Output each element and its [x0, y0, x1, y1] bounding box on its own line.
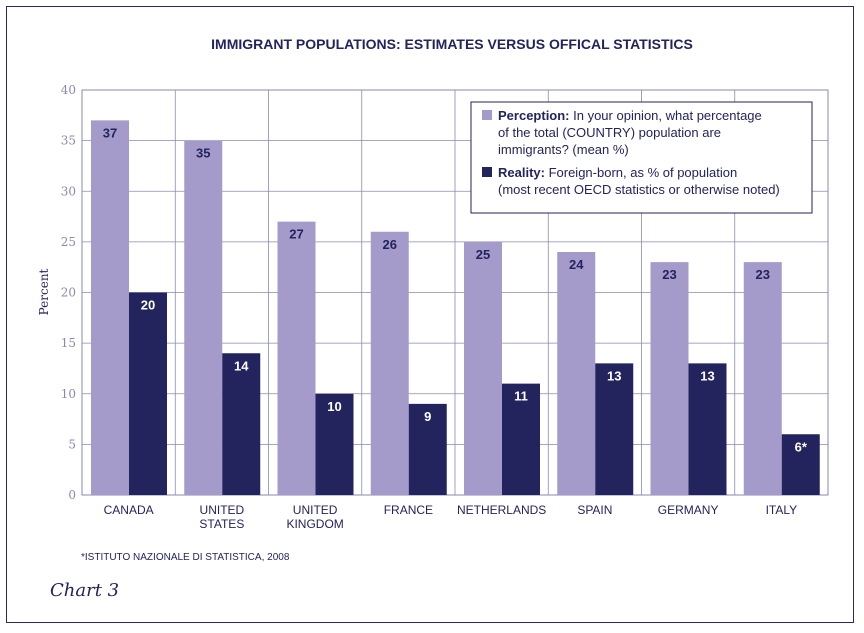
legend-text-line: immigrants? (mean %) [498, 142, 629, 157]
chart-title: IMMIGRANT POPULATIONS: ESTIMATES VERSUS … [211, 36, 693, 52]
x-tick-label: FRANCE [384, 503, 433, 517]
bar-reality-2 [315, 393, 354, 495]
x-tick-label: NETHERLANDS [457, 503, 546, 517]
plot-area: 05101520253035403720CANADA3514UNITEDSTAT… [61, 83, 829, 531]
bar-value-label: 13 [700, 368, 714, 383]
y-axis-label: Percent [37, 268, 51, 315]
legend-swatch-perception [482, 110, 492, 120]
bar-value-label: 24 [569, 257, 584, 272]
legend-description: In your opinion, what percentage [570, 108, 762, 123]
x-tick-label: STATES [199, 517, 244, 531]
bar-value-label: 23 [756, 267, 770, 282]
x-tick-label: SPAIN [577, 503, 612, 517]
bar-value-label: 37 [103, 125, 117, 140]
footnote: *ISTITUTO NAZIONALE DI STATISTICA, 2008 [81, 552, 290, 563]
bar-value-label: 20 [141, 298, 155, 313]
bar-reality-5 [595, 363, 634, 495]
bar-value-label: 14 [234, 358, 249, 373]
legend-text-line: Perception: In your opinion, what percen… [498, 108, 762, 123]
bar-value-label: 26 [383, 237, 397, 252]
legend-series-name: Perception: [498, 108, 570, 123]
bar-value-label: 23 [662, 267, 676, 282]
bar-value-label: 11 [514, 389, 528, 404]
legend-text-line: Reality: Foreign-born, as % of populatio… [498, 165, 737, 180]
bar-value-label: 27 [289, 227, 303, 242]
bar-perception-4 [464, 241, 502, 495]
bar-reality-0 [129, 292, 167, 495]
bar-value-label: 6* [795, 439, 808, 454]
x-tick-label: ITALY [766, 503, 798, 517]
bar-reality-1 [222, 353, 261, 495]
x-tick-label: GERMANY [658, 503, 719, 517]
bar-perception-2 [277, 221, 316, 495]
bar-perception-1 [184, 140, 223, 495]
bar-reality-7 [781, 434, 820, 495]
bar-reality-3 [408, 403, 447, 495]
legend-text-line: of the total (COUNTRY) population are [498, 125, 721, 140]
bar-reality-4 [502, 383, 540, 495]
y-tick-label: 35 [61, 134, 76, 148]
y-tick-label: 15 [61, 336, 76, 350]
legend-series-name: Reality: [498, 165, 545, 180]
y-tick-label: 30 [61, 184, 76, 198]
bar-value-label: 13 [607, 368, 621, 383]
bar-perception-0 [91, 120, 129, 495]
legend-description: Foreign-born, as % of population [545, 165, 737, 180]
bar-value-label: 35 [196, 146, 210, 161]
y-tick-label: 40 [61, 83, 76, 97]
bar-perception-5 [557, 252, 596, 495]
legend-box [470, 101, 813, 214]
legend-swatch-reality [482, 167, 492, 177]
x-tick-label: CANADA [104, 503, 154, 517]
x-tick-label: KINGDOM [286, 517, 343, 531]
bar-perception-7 [743, 262, 782, 495]
bar-value-label: 25 [476, 247, 490, 262]
chart-caption: Chart 3 [50, 580, 119, 601]
y-tick-label: 0 [68, 488, 76, 502]
y-tick-label: 5 [68, 437, 76, 451]
bar-value-label: 9 [424, 409, 431, 424]
y-tick-label: 10 [61, 387, 76, 401]
legend-text-line: (most recent OECD statistics or otherwis… [498, 182, 780, 197]
bar-value-label: 10 [327, 399, 341, 414]
bar-perception-3 [370, 231, 409, 495]
bar-reality-6 [688, 363, 727, 495]
y-tick-label: 20 [61, 286, 76, 300]
bar-perception-6 [650, 262, 689, 495]
x-tick-label: UNITED [293, 503, 338, 517]
x-tick-label: UNITED [200, 503, 245, 517]
y-tick-label: 25 [61, 235, 76, 249]
